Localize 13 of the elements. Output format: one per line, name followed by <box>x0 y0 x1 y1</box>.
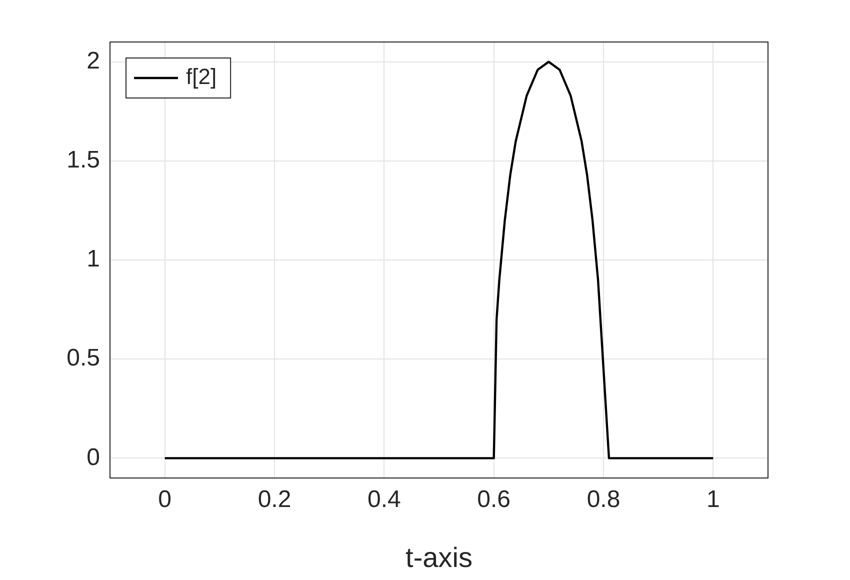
y-tick-label: 1 <box>86 246 100 273</box>
x-tick-label: 1 <box>706 486 720 514</box>
x-tick-label: 0.8 <box>586 486 620 514</box>
x-axis-title: t-axis <box>406 542 472 573</box>
x-tick-label: 0.6 <box>477 486 511 514</box>
y-tick-label: 0 <box>86 444 100 471</box>
x-tick-label: 0 <box>158 486 172 514</box>
y-tick-label: 2 <box>86 47 100 74</box>
legend-label: f[2] <box>186 64 217 90</box>
y-tick-label: 1.5 <box>66 146 100 174</box>
x-tick-label: 0.4 <box>367 486 401 514</box>
x-tick-label: 0.2 <box>258 486 292 514</box>
y-tick-label: 0.5 <box>66 344 100 372</box>
